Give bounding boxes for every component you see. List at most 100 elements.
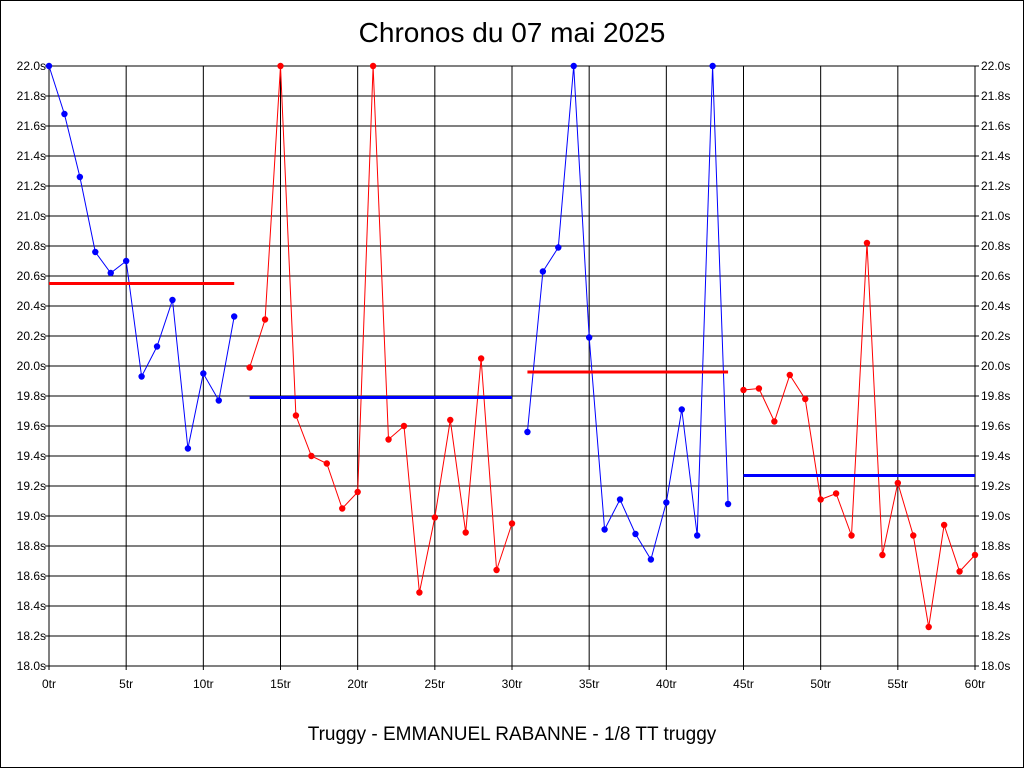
series-line-3 xyxy=(526,65,729,561)
y-tick-label-right: 20.6s xyxy=(981,269,1010,283)
data-point xyxy=(292,412,300,419)
x-tick-label: 20tr xyxy=(347,677,368,691)
y-tick-label-right: 20.4s xyxy=(981,299,1010,313)
data-point xyxy=(447,416,454,424)
y-tick-label-right: 20.0s xyxy=(981,359,1010,373)
data-point xyxy=(477,355,485,362)
data-point xyxy=(246,364,253,371)
x-tick-label: 5tr xyxy=(119,677,133,691)
data-point xyxy=(153,343,161,350)
y-tick-label-left: 18.0s xyxy=(17,659,46,673)
data-point xyxy=(910,532,917,539)
x-tick-label: 55tr xyxy=(887,677,908,691)
data-point xyxy=(971,551,979,559)
y-tick-label-right: 19.0s xyxy=(981,509,1010,523)
x-tick-label: 40tr xyxy=(656,677,677,691)
data-point xyxy=(431,514,439,521)
data-point xyxy=(585,334,593,341)
chart-title: Chronos du 07 mai 2025 xyxy=(358,17,666,48)
y-tick-label-left: 20.4s xyxy=(17,299,46,313)
data-point xyxy=(694,532,701,539)
y-tick-label-right: 20.2s xyxy=(981,329,1010,343)
y-tick-label-left: 20.8s xyxy=(17,239,46,253)
data-point xyxy=(879,551,886,559)
data-point xyxy=(786,371,793,379)
data-point xyxy=(184,445,192,452)
data-point xyxy=(539,268,547,275)
data-point xyxy=(570,62,577,70)
data-point xyxy=(940,521,948,529)
y-tick-label-right: 21.8s xyxy=(981,89,1010,103)
y-tick-label-left: 20.6s xyxy=(17,269,46,283)
data-point xyxy=(215,397,222,404)
data-point xyxy=(92,248,99,256)
data-point xyxy=(45,62,53,70)
y-tick-label-right: 21.4s xyxy=(981,149,1010,163)
data-point xyxy=(400,422,408,430)
data-point xyxy=(138,373,145,380)
data-point xyxy=(647,556,655,563)
data-point xyxy=(678,406,685,413)
y-tick-label-left: 18.6s xyxy=(17,569,46,583)
data-point xyxy=(169,296,176,304)
y-tick-label-right: 18.4s xyxy=(981,599,1010,613)
data-point xyxy=(724,500,732,508)
data-point xyxy=(308,452,315,460)
x-tick-label: 15tr xyxy=(270,677,291,691)
y-tick-label-right: 18.2s xyxy=(981,629,1010,643)
data-point xyxy=(601,526,608,533)
y-tick-label-right: 19.6s xyxy=(981,419,1010,433)
data-point xyxy=(555,244,562,251)
data-point xyxy=(107,269,114,277)
data-point xyxy=(802,395,809,403)
data-point xyxy=(632,530,639,538)
data-point xyxy=(894,479,902,487)
y-tick-label-right: 21.0s xyxy=(981,209,1010,223)
data-point xyxy=(277,62,284,70)
y-tick-label-left: 19.4s xyxy=(17,449,46,463)
x-tick-label: 10tr xyxy=(193,677,214,691)
x-tick-label: 0tr xyxy=(42,677,56,691)
y-tick-label-right: 19.4s xyxy=(981,449,1010,463)
data-point xyxy=(261,316,269,323)
data-point xyxy=(508,520,516,527)
series-line-4 xyxy=(743,242,976,628)
data-point xyxy=(231,313,238,320)
y-tick-label-left: 22.0s xyxy=(17,59,46,73)
y-tick-label-right: 20.8s xyxy=(981,239,1010,253)
y-tick-label-right: 22.0s xyxy=(981,59,1010,73)
data-point xyxy=(956,568,963,575)
data-point xyxy=(771,418,778,425)
y-tick-label-left: 19.6s xyxy=(17,419,46,433)
data-point xyxy=(493,566,500,574)
x-tick-label: 25tr xyxy=(424,677,445,691)
data-point xyxy=(61,110,68,118)
data-point xyxy=(122,257,130,265)
y-tick-label-right: 18.0s xyxy=(981,659,1010,673)
data-point xyxy=(663,499,670,506)
data-point xyxy=(616,496,624,503)
x-tick-label: 50tr xyxy=(810,677,831,691)
y-tick-label-right: 18.8s xyxy=(981,539,1010,553)
y-tick-label-left: 18.4s xyxy=(17,599,46,613)
series-line-1 xyxy=(48,65,235,449)
x-tick-label: 45tr xyxy=(733,677,754,691)
y-tick-label-left: 21.8s xyxy=(17,89,46,103)
data-point xyxy=(354,488,361,496)
data-point xyxy=(416,589,423,596)
y-tick-label-left: 21.2s xyxy=(17,179,46,193)
data-point xyxy=(863,239,871,247)
data-point xyxy=(462,529,469,536)
data-point xyxy=(755,385,763,392)
y-tick-label-left: 19.8s xyxy=(17,389,46,403)
chart-subtitle: Truggy - EMMANUEL RABANNE - 1/8 TT trugg… xyxy=(307,724,717,745)
data-point xyxy=(709,62,716,70)
y-tick-label-left: 19.0s xyxy=(17,509,46,523)
y-tick-label-left: 21.4s xyxy=(17,149,46,163)
x-tick-label: 60tr xyxy=(965,677,986,691)
data-point xyxy=(740,386,747,394)
data-point xyxy=(925,623,932,631)
y-tick-label-right: 21.2s xyxy=(981,179,1010,193)
